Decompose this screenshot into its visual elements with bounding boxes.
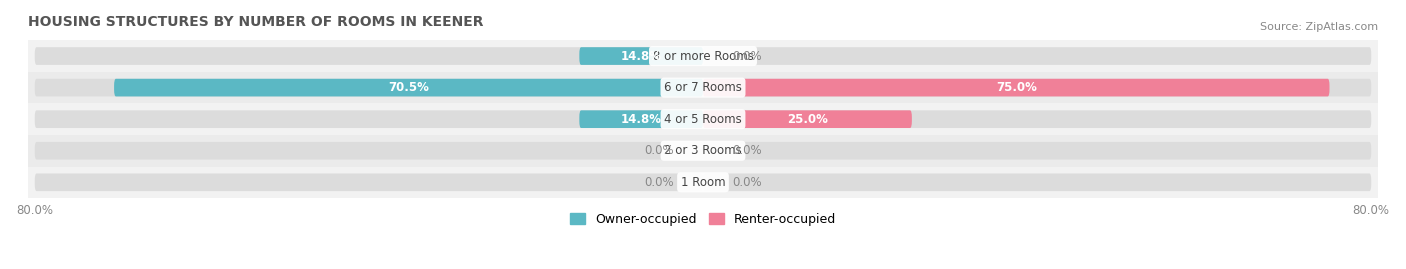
FancyBboxPatch shape	[703, 110, 912, 128]
Text: 1 Room: 1 Room	[681, 176, 725, 189]
Text: 70.5%: 70.5%	[388, 81, 429, 94]
Legend: Owner-occupied, Renter-occupied: Owner-occupied, Renter-occupied	[565, 208, 841, 231]
Text: 14.8%: 14.8%	[620, 49, 662, 63]
Text: 0.0%: 0.0%	[733, 144, 762, 157]
Text: 0.0%: 0.0%	[733, 176, 762, 189]
Text: 25.0%: 25.0%	[787, 113, 828, 126]
Text: 8 or more Rooms: 8 or more Rooms	[652, 49, 754, 63]
FancyBboxPatch shape	[579, 47, 703, 65]
FancyBboxPatch shape	[703, 174, 1371, 191]
FancyBboxPatch shape	[703, 47, 1371, 65]
FancyBboxPatch shape	[35, 142, 703, 160]
FancyBboxPatch shape	[114, 79, 703, 97]
Text: 14.8%: 14.8%	[620, 113, 662, 126]
Text: Source: ZipAtlas.com: Source: ZipAtlas.com	[1260, 22, 1378, 31]
FancyBboxPatch shape	[703, 79, 1330, 97]
Text: 6 or 7 Rooms: 6 or 7 Rooms	[664, 81, 742, 94]
Text: 4 or 5 Rooms: 4 or 5 Rooms	[664, 113, 742, 126]
FancyBboxPatch shape	[703, 79, 1371, 97]
Bar	[28, 103, 1378, 135]
FancyBboxPatch shape	[703, 142, 1371, 160]
Bar	[28, 40, 1378, 72]
Text: 75.0%: 75.0%	[995, 81, 1036, 94]
Text: 0.0%: 0.0%	[733, 49, 762, 63]
Bar	[28, 135, 1378, 167]
FancyBboxPatch shape	[35, 110, 703, 128]
FancyBboxPatch shape	[35, 174, 703, 191]
Text: 0.0%: 0.0%	[644, 176, 673, 189]
FancyBboxPatch shape	[703, 110, 1371, 128]
Text: HOUSING STRUCTURES BY NUMBER OF ROOMS IN KEENER: HOUSING STRUCTURES BY NUMBER OF ROOMS IN…	[28, 15, 484, 29]
Bar	[28, 167, 1378, 198]
Text: 0.0%: 0.0%	[644, 144, 673, 157]
Text: 2 or 3 Rooms: 2 or 3 Rooms	[664, 144, 742, 157]
FancyBboxPatch shape	[579, 110, 703, 128]
Bar	[28, 72, 1378, 103]
FancyBboxPatch shape	[35, 79, 703, 97]
FancyBboxPatch shape	[35, 47, 703, 65]
